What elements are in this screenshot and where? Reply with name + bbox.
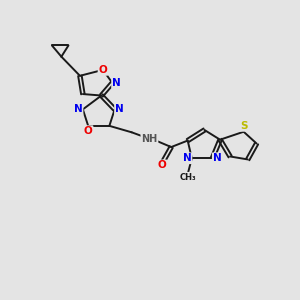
Text: N: N — [213, 153, 221, 163]
Text: O: O — [84, 126, 92, 136]
Text: N: N — [112, 78, 121, 88]
Text: S: S — [240, 121, 247, 131]
Text: N: N — [74, 104, 82, 114]
Text: O: O — [158, 160, 166, 170]
Text: NH: NH — [141, 134, 158, 144]
Text: CH₃: CH₃ — [179, 172, 196, 182]
Text: N: N — [183, 153, 191, 163]
Text: N: N — [115, 104, 124, 114]
Text: O: O — [98, 65, 107, 75]
